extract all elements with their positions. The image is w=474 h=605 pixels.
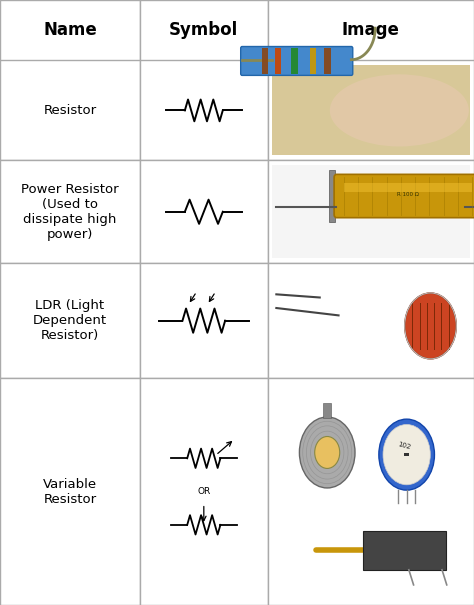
Bar	[323, 403, 331, 418]
Bar	[268, 263, 474, 378]
FancyBboxPatch shape	[241, 47, 353, 76]
Bar	[268, 378, 474, 605]
Bar	[363, 531, 446, 570]
Bar	[324, 48, 330, 74]
Text: Variable
Resistor: Variable Resistor	[43, 477, 97, 506]
Text: Symbol: Symbol	[169, 21, 238, 39]
Bar	[140, 160, 268, 263]
Circle shape	[300, 417, 355, 488]
Bar	[268, 160, 474, 263]
Bar	[344, 183, 473, 192]
Bar	[0, 263, 140, 378]
Text: OR: OR	[197, 487, 210, 496]
Bar	[0, 378, 140, 605]
Bar	[262, 48, 268, 74]
Bar	[0, 60, 140, 160]
Text: 102: 102	[397, 441, 411, 450]
Circle shape	[405, 293, 456, 359]
Circle shape	[315, 436, 340, 468]
Bar	[272, 383, 470, 600]
Ellipse shape	[330, 74, 469, 146]
Circle shape	[383, 425, 430, 485]
Bar	[272, 65, 470, 155]
Bar	[310, 48, 316, 74]
Text: Power Resistor
(Used to
dissipate high
power): Power Resistor (Used to dissipate high p…	[21, 183, 118, 241]
Bar	[291, 48, 298, 74]
Circle shape	[379, 419, 435, 490]
Bar	[268, 60, 474, 160]
Bar	[140, 263, 268, 378]
FancyBboxPatch shape	[334, 174, 474, 218]
Bar	[275, 48, 282, 74]
Bar	[272, 268, 470, 373]
Bar	[268, 0, 474, 60]
Text: Image: Image	[342, 21, 400, 39]
Bar	[0, 160, 140, 263]
Text: LDR (Light
Dependent
Resistor): LDR (Light Dependent Resistor)	[33, 299, 107, 342]
Bar	[140, 60, 268, 160]
Bar	[0, 0, 140, 60]
Bar	[140, 378, 268, 605]
Text: Resistor: Resistor	[43, 104, 97, 117]
Bar	[329, 170, 335, 222]
Text: Name: Name	[43, 21, 97, 39]
Bar	[272, 165, 470, 258]
Bar	[140, 0, 268, 60]
Text: R 100 Ω: R 100 Ω	[397, 192, 419, 197]
Bar	[404, 453, 410, 456]
